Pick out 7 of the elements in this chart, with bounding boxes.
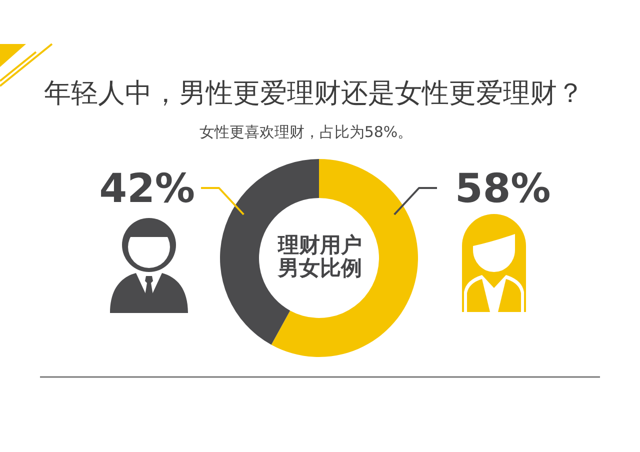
text: 理财用户男女比例 [277,233,362,280]
donut-slice [220,159,319,345]
chart-subtitle: 女性更喜欢理财，占比为58%。 [199,123,413,141]
chart-title: 年轻人中，男性更爱理财还是女性更爱理财？ [44,78,584,109]
data-label: 58% [455,166,551,212]
donut-slice [271,159,418,357]
data-label: 42% [99,166,195,212]
